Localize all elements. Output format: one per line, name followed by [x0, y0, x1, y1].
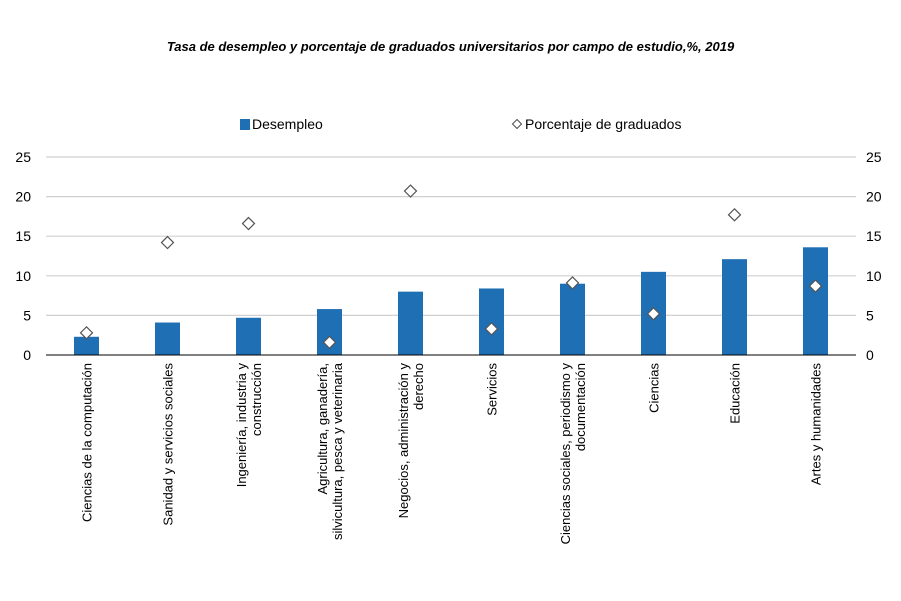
marker-porcentaje-graduados [403, 184, 418, 198]
bar-desempleo [722, 259, 747, 355]
x-tick-label-line: Negocios, administración y [396, 363, 411, 519]
x-tick-label: Agricultura, ganadería, silvicultura, pes… [315, 362, 345, 540]
x-tick-label: Ciencias de la computación [80, 363, 95, 522]
x-tick-label-line: construcción [249, 363, 264, 436]
x-tick-label: Servicios [485, 363, 500, 416]
legend-label-porcentaje: Porcentaje de graduados [525, 116, 681, 132]
x-tick-label: Negocios, administración y derecho [396, 363, 426, 519]
x-tick-label: Ciencias sociales, periodismo y documenta… [558, 363, 588, 545]
x-tick-label-line: derecho [411, 363, 426, 410]
bar-desempleo [74, 336, 99, 355]
y-tick-label-left: 0 [23, 347, 31, 363]
y-tick-label-left: 25 [15, 149, 31, 165]
marker-porcentaje-graduados [565, 276, 580, 290]
marker-porcentaje-graduados [808, 279, 823, 293]
legend-swatch-porcentaje [511, 118, 523, 130]
y-tick-label-left: 20 [15, 189, 31, 205]
x-tick-label: Ingeniería, industria y construcción [234, 363, 264, 488]
marker-porcentaje-graduados [322, 335, 337, 350]
chart-title: Tasa de desempleo y porcentaje de gradua… [166, 39, 735, 54]
x-tick-label-line: Ciencias [647, 363, 662, 413]
x-tick-label-line: Ingeniería, industria y [234, 363, 249, 488]
y-tick-label-right: 10 [866, 268, 882, 284]
y-tick-label-left: 10 [15, 268, 31, 284]
marker-porcentaje-graduados [646, 306, 661, 321]
legend-swatch-desempleo [240, 119, 250, 130]
x-tick-label-line: Agricultura, ganadería, [315, 363, 330, 495]
y-tick-label-left: 15 [15, 228, 31, 244]
bar-desempleo [803, 247, 828, 355]
bar-desempleo [236, 317, 261, 355]
y-tick-label-right: 5 [866, 307, 874, 323]
x-tick-label: Ciencias [647, 363, 662, 413]
y-tick-label-right: 25 [866, 149, 882, 165]
x-tick-label: Educación [728, 363, 743, 424]
x-tick-label-line: silvicultura, pesca y veterinaria [330, 362, 345, 540]
marker-porcentaje-graduados [484, 322, 499, 336]
bar-desempleo [479, 288, 504, 355]
x-tick-label-line: Servicios [485, 363, 500, 416]
x-tick-label: Artes y humanidades [809, 363, 824, 486]
bar-desempleo [155, 322, 180, 355]
bar-desempleo [398, 291, 423, 355]
x-tick-label: Sanidad y servicios sociales [161, 363, 176, 526]
y-tick-label-right: 15 [866, 228, 882, 244]
x-tick-label-line: Sanidad y servicios sociales [161, 363, 176, 526]
legend-label-desempleo: Desempleo [252, 116, 323, 132]
marker-porcentaje-graduados [727, 207, 742, 222]
bar-desempleo [560, 283, 585, 355]
marker-porcentaje-graduados [241, 216, 256, 231]
x-tick-label-line: Artes y humanidades [809, 363, 824, 486]
marker-porcentaje-graduados [79, 325, 94, 340]
y-tick-label-right: 0 [866, 347, 874, 363]
y-tick-label-right: 20 [866, 189, 882, 205]
x-tick-label-line: Educación [728, 363, 743, 424]
x-tick-label-line: Ciencias de la computación [80, 363, 95, 522]
y-tick-label-left: 5 [23, 307, 31, 323]
x-tick-label-line: documentación [573, 363, 588, 451]
x-tick-label-line: Ciencias sociales, periodismo y [558, 363, 573, 545]
marker-porcentaje-graduados [160, 235, 175, 250]
